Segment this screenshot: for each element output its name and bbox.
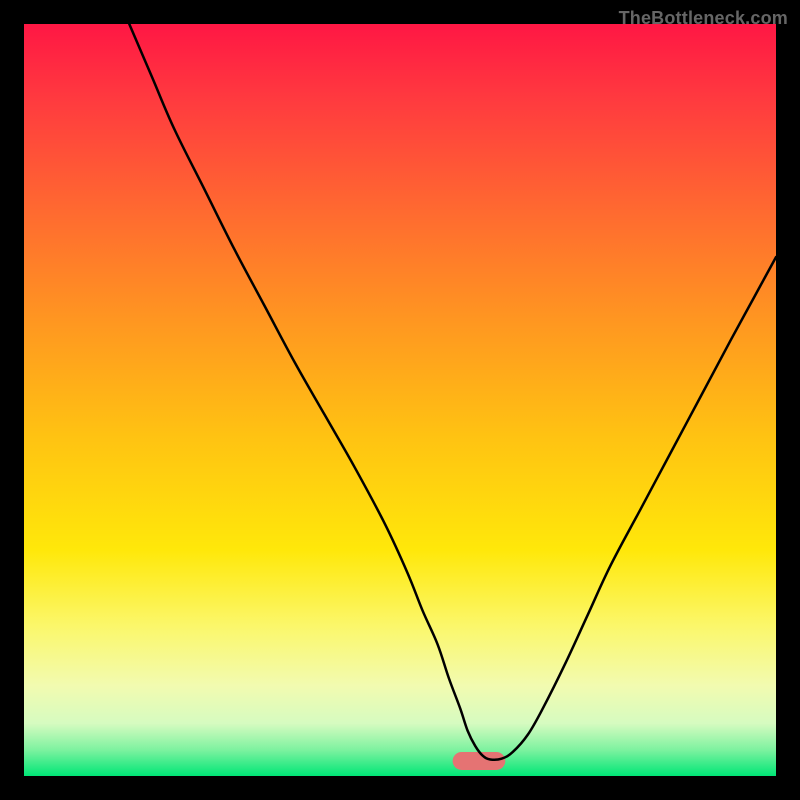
watermark-text: TheBottleneck.com	[619, 8, 788, 29]
chart-svg	[0, 0, 800, 800]
bottleneck-chart: TheBottleneck.com	[0, 0, 800, 800]
chart-background	[24, 24, 776, 776]
optimum-marker	[453, 752, 506, 770]
